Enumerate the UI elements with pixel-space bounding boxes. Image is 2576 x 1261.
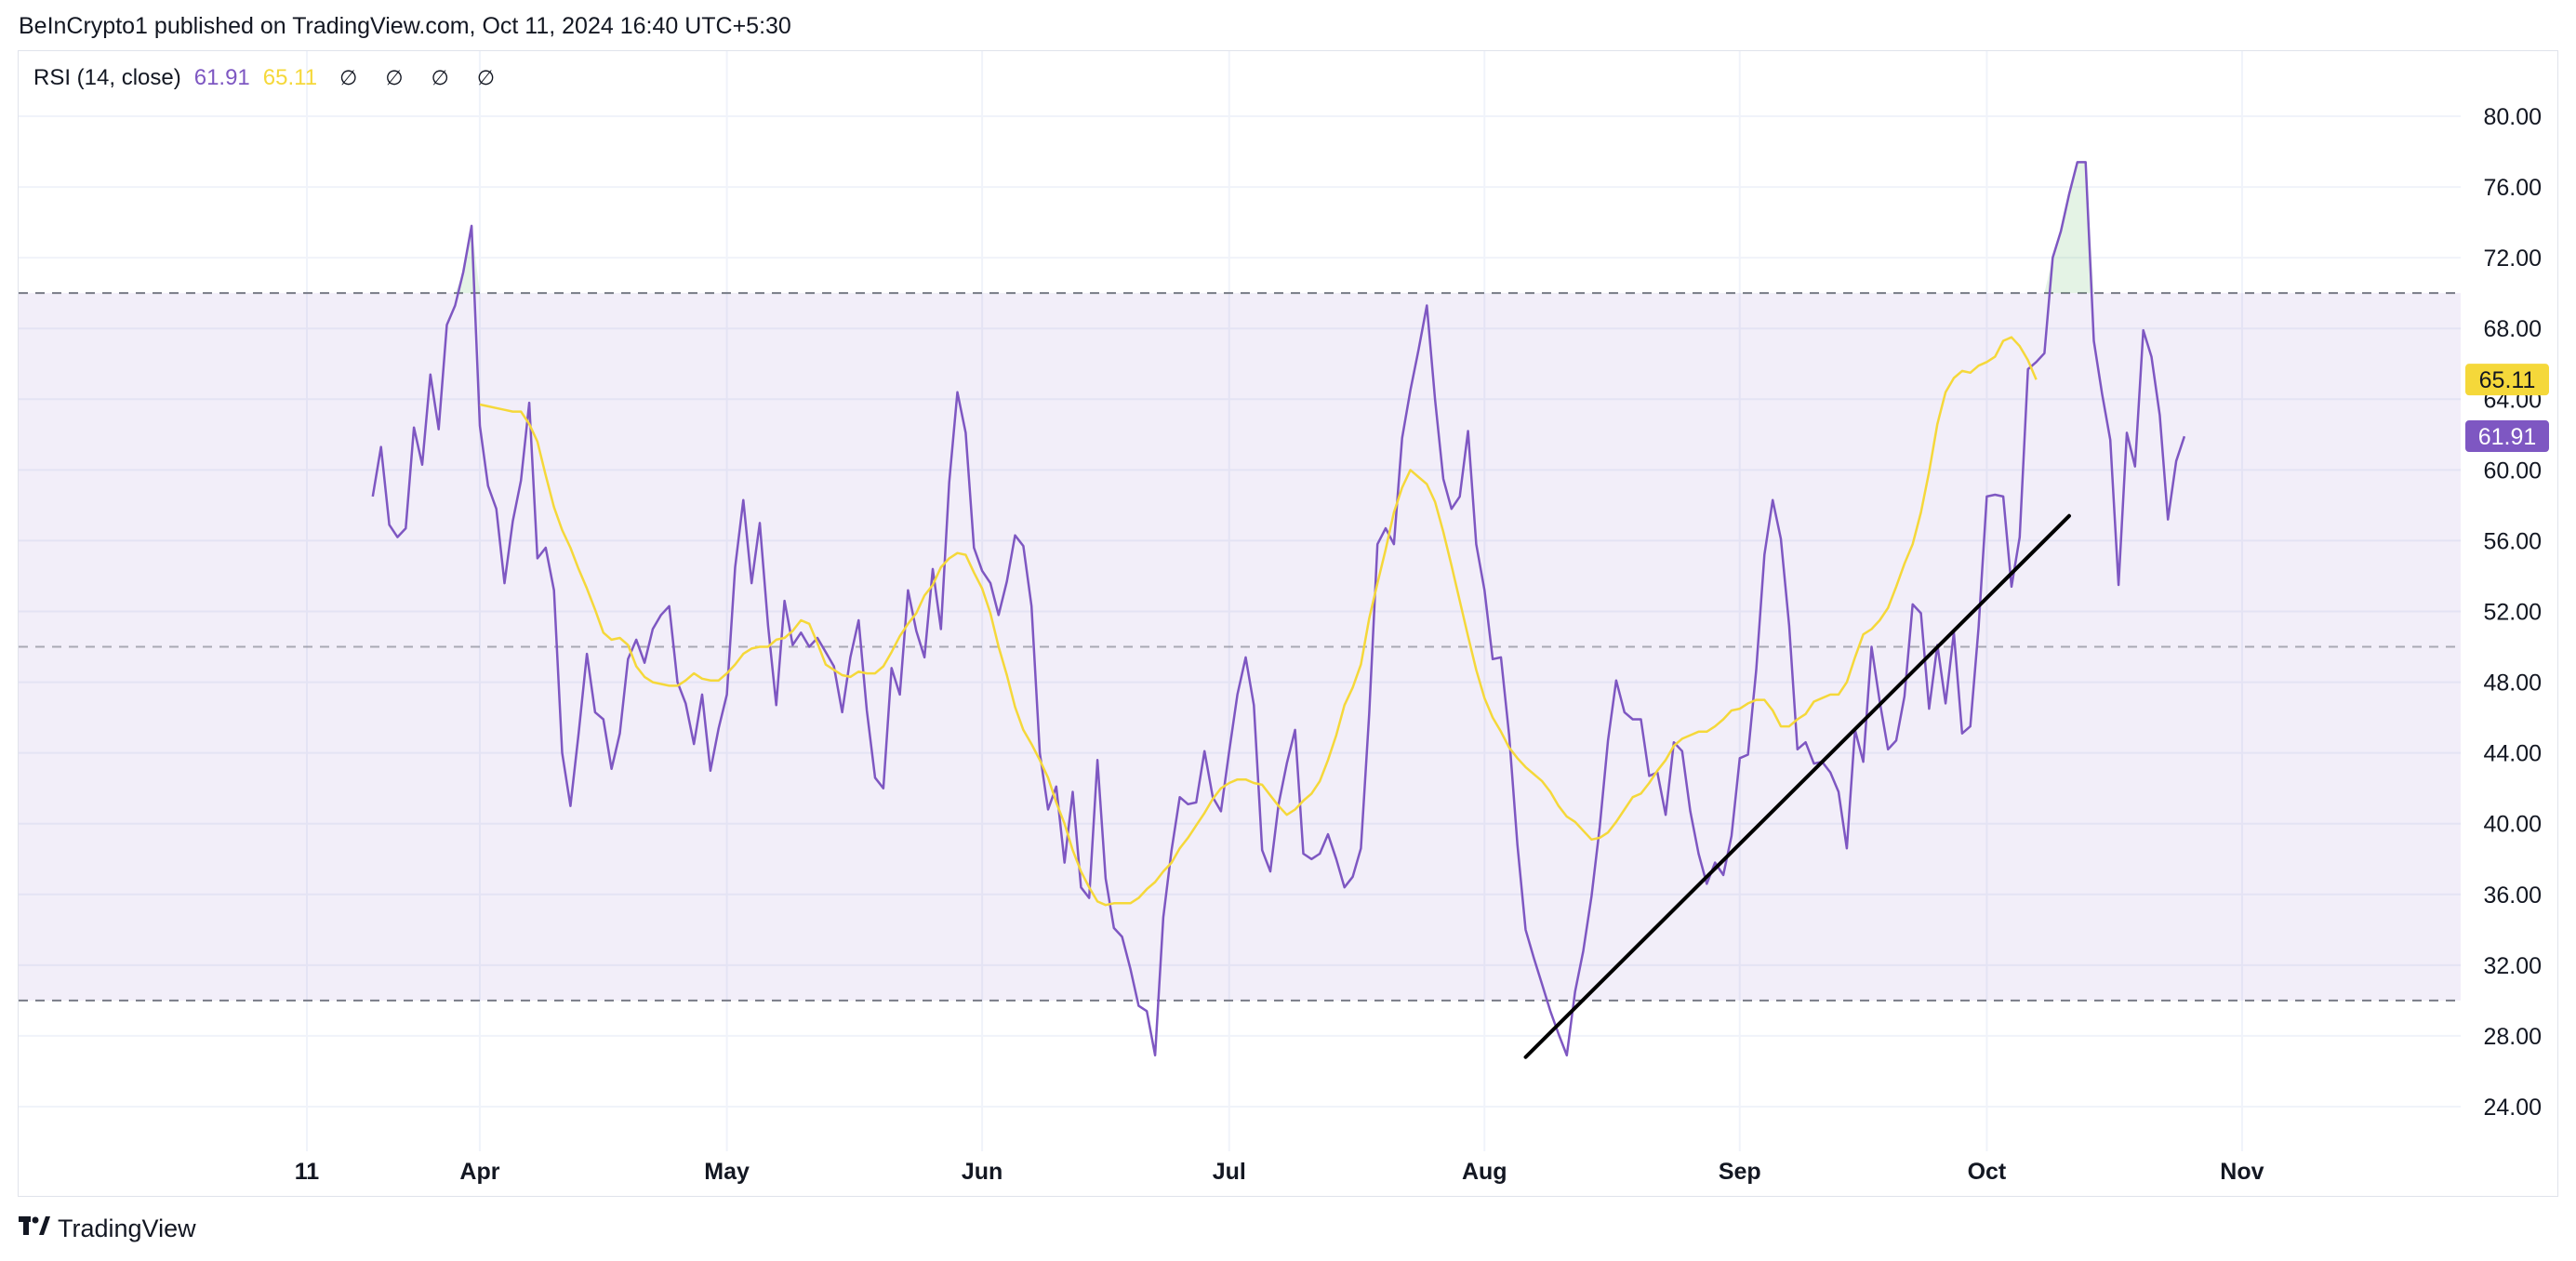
y-tick-label: 68.00 (2483, 316, 2542, 342)
y-tick-label: 72.00 (2483, 246, 2542, 272)
support-trendline (1523, 513, 2071, 1059)
y-tick-label: 44.00 (2483, 741, 2542, 767)
branding[interactable]: TradingView (19, 1215, 196, 1243)
x-tick-label: Aug (1462, 1159, 1507, 1185)
y-tick-label: 52.00 (2483, 600, 2542, 626)
y-tick-label: 36.00 (2483, 883, 2542, 909)
y-tick-label: 48.00 (2483, 670, 2542, 697)
null-values: ∅ ∅ ∅ ∅ (339, 66, 507, 89)
y-tick-label: 80.00 (2483, 104, 2542, 130)
badge-value: 65.11 (2479, 367, 2536, 393)
y-tick-label: 56.00 (2483, 528, 2542, 554)
ma-price-badge: 65.11 (2465, 364, 2549, 396)
x-tick-label: May (704, 1159, 750, 1185)
x-tick-label: 11 (295, 1159, 320, 1185)
y-tick-label: 60.00 (2483, 458, 2542, 484)
badge-background (2465, 364, 2549, 396)
rsi-price-badge: 61.91 (2465, 420, 2549, 453)
x-tick-label: Jul (1213, 1159, 1246, 1185)
rsi-ma-line (479, 336, 2038, 907)
y-tick-label: 28.00 (2483, 1024, 2542, 1050)
badge-value: 61.91 (2478, 424, 2537, 450)
ma-legend-value: 65.11 (262, 65, 318, 90)
tradingview-logo-icon (19, 1215, 50, 1243)
x-tick-label: Nov (2220, 1159, 2264, 1185)
y-tick-label: 76.00 (2483, 175, 2542, 201)
badge-background (2465, 420, 2549, 453)
indicator-legend[interactable]: RSI (14, close) 61.91 65.11 ∅ ∅ ∅ ∅ (33, 65, 506, 91)
indicator-name[interactable]: RSI (14, close) (33, 65, 181, 90)
x-tick-label: Sep (1719, 1159, 1761, 1185)
y-tick-label: 24.00 (2483, 1095, 2542, 1121)
brand-name: TradingView (58, 1215, 196, 1242)
rsi-chart[interactable]: 80.0076.0072.0068.0064.0060.0056.0052.00… (0, 0, 2576, 1209)
chart-pane[interactable] (18, 50, 2558, 1197)
y-tick-label: 40.00 (2483, 812, 2542, 838)
x-tick-label: Oct (1968, 1159, 2007, 1185)
x-tick-label: Jun (962, 1159, 1003, 1185)
y-tick-label: 32.00 (2483, 953, 2542, 979)
publish-info: BeInCrypto1 published on TradingView.com… (19, 13, 791, 39)
x-tick-label: Apr (459, 1159, 499, 1185)
rsi-legend-value: 61.91 (193, 65, 250, 90)
overbought-fill (455, 162, 2094, 294)
